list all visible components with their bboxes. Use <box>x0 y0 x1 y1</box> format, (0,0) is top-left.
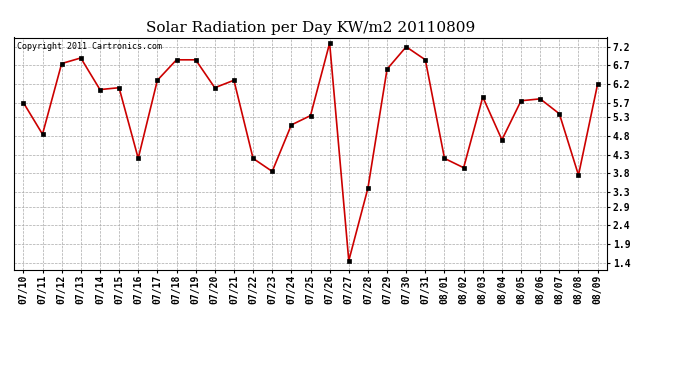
Title: Solar Radiation per Day KW/m2 20110809: Solar Radiation per Day KW/m2 20110809 <box>146 21 475 35</box>
Text: Copyright 2011 Cartronics.com: Copyright 2011 Cartronics.com <box>17 42 161 51</box>
